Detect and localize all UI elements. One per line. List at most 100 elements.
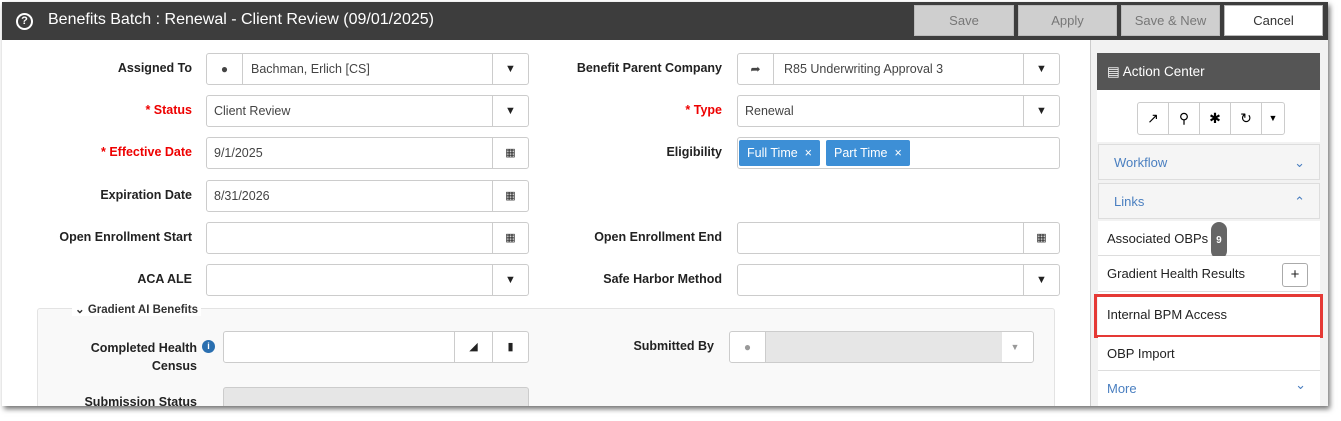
links-label: Links	[1114, 194, 1145, 209]
tag-part-time: Part Time ×	[826, 140, 910, 166]
more-label: More	[1107, 381, 1137, 396]
remove-icon[interactable]: ×	[894, 146, 902, 160]
chevron-down-icon[interactable]: ▼	[1023, 54, 1059, 84]
tag-full-time: Full Time ×	[739, 140, 820, 166]
help-icon[interactable]: ?	[16, 13, 33, 30]
status-label: * Status	[145, 103, 192, 117]
benefit-parent-company-label: Benefit Parent Company	[576, 61, 722, 75]
search-icon[interactable]: ⚲	[1169, 103, 1200, 134]
open-enrollment-end-field[interactable]: ▦	[737, 222, 1060, 254]
save-button[interactable]: Save	[914, 5, 1014, 36]
chevron-down-icon: ⌄	[1294, 155, 1305, 170]
calendar-icon[interactable]: ▦	[492, 181, 528, 211]
status-select[interactable]: Client Review ▼	[206, 95, 529, 127]
chevron-down-icon[interactable]: ▼	[1023, 265, 1059, 295]
benefit-parent-company-field[interactable]: ➦ R85 Underwriting Approval 3 ▼	[737, 53, 1060, 85]
trash-icon[interactable]: ▮	[492, 332, 528, 362]
type-select[interactable]: Renewal ▼	[737, 95, 1060, 127]
folder-open-icon[interactable]: ◢	[454, 332, 492, 362]
cancel-button[interactable]: Cancel	[1224, 5, 1323, 36]
type-label: * Type	[685, 103, 722, 117]
title-bar: ? Benefits Batch : Renewal - Client Revi…	[2, 2, 1328, 40]
gradient-ai-legend[interactable]: ⌄ Gradient AI Benefits	[72, 302, 201, 316]
calendar-icon[interactable]: ▦	[492, 138, 528, 168]
tag-label: Full Time	[747, 146, 798, 160]
add-button[interactable]: +	[1282, 263, 1308, 287]
more-accordion[interactable]: More ⌄	[1098, 371, 1320, 406]
assigned-to-value: Bachman, Erlich [CS]	[251, 62, 370, 76]
tag-label: Part Time	[834, 146, 888, 160]
link-obp-import[interactable]: OBP Import	[1098, 337, 1320, 371]
effective-date-label: * Effective Date	[100, 145, 192, 159]
chevron-down-icon[interactable]: ▼	[1023, 96, 1059, 126]
assigned-to-field[interactable]: ● Bachman, Erlich [CS] ▼	[206, 53, 529, 85]
calendar-icon[interactable]: ▦	[492, 223, 528, 253]
effective-date-value: 9/1/2025	[214, 146, 263, 160]
action-center-icon: ▤	[1107, 64, 1120, 79]
completed-health-census-field[interactable]: ◢ ▮	[223, 331, 529, 363]
action-toolbar: ↗ ⚲ ✱ ↻ ▼	[1097, 90, 1320, 142]
label-line: Census	[151, 359, 197, 373]
link-associated-obps[interactable]: Associated OBPs 9	[1098, 221, 1320, 259]
expiration-date-value: 8/31/2026	[214, 189, 270, 203]
user-icon: ●	[207, 54, 243, 84]
eligibility-multiselect[interactable]: Full Time × Part Time ×	[737, 137, 1060, 169]
chevron-down-icon: ▼	[1010, 342, 1020, 352]
submission-status-field	[223, 387, 529, 406]
info-icon[interactable]: i	[202, 340, 215, 353]
chevron-down-icon: ⌄	[1295, 377, 1306, 392]
open-enrollment-end-label: Open Enrollment End	[594, 230, 722, 244]
chevron-up-icon: ⌃	[1294, 194, 1305, 209]
safe-harbor-select[interactable]: ▼	[737, 264, 1060, 296]
link-label: Gradient Health Results	[1107, 266, 1246, 281]
open-enrollment-start-field[interactable]: ▦	[206, 222, 529, 254]
apply-button[interactable]: Apply	[1018, 5, 1117, 36]
submitted-by-value	[766, 332, 1002, 362]
share-arrow-icon[interactable]: ➦	[738, 54, 774, 84]
submission-status-label: Submission Status	[84, 395, 197, 406]
action-center-header: ▤ Action Center	[1097, 53, 1320, 90]
link-gradient-health-results[interactable]: Gradient Health Results +	[1098, 256, 1320, 292]
highlight-box	[1094, 294, 1323, 338]
user-icon: ●	[730, 332, 766, 362]
save-new-button[interactable]: Save & New	[1121, 5, 1220, 36]
chevron-down-icon[interactable]: ▼	[492, 96, 528, 126]
chevron-down-icon: ⌄	[75, 304, 85, 316]
link-label: OBP Import	[1107, 346, 1175, 361]
aca-ale-select[interactable]: ▼	[206, 264, 529, 296]
benefits-batch-window: ? Benefits Batch : Renewal - Client Revi…	[2, 2, 1328, 406]
expiration-date-label: Expiration Date	[100, 188, 192, 202]
chevron-down-icon[interactable]: ▼	[1268, 113, 1278, 123]
submitted-by-label: Submitted By	[633, 339, 714, 353]
type-value: Renewal	[745, 104, 794, 118]
external-link-icon[interactable]: ↗	[1138, 103, 1169, 134]
legend-label: Gradient AI Benefits	[87, 304, 198, 316]
safe-harbor-label: Safe Harbor Method	[603, 272, 722, 286]
completed-health-census-label: Completed Health Census	[91, 339, 197, 375]
links-accordion[interactable]: Links ⌃	[1098, 183, 1320, 219]
action-center-title: Action Center	[1122, 64, 1205, 79]
chevron-down-icon[interactable]: ▼	[492, 54, 528, 84]
link-label: Associated OBPs	[1107, 231, 1209, 246]
count-badge: 9	[1211, 222, 1227, 259]
pin-icon[interactable]: ✱	[1200, 103, 1231, 134]
link-label: Internal BPM Access	[1107, 307, 1227, 322]
status-value: Client Review	[214, 104, 291, 118]
label-line: Completed Health	[90, 341, 197, 355]
eligibility-label: Eligibility	[666, 145, 722, 159]
chevron-down-icon[interactable]: ▼	[492, 265, 528, 295]
open-enrollment-start-label: Open Enrollment Start	[59, 230, 192, 244]
link-internal-bpm-access[interactable]: Internal BPM Access	[1098, 292, 1320, 337]
benefit-parent-company-value: R85 Underwriting Approval 3	[784, 62, 944, 76]
remove-icon[interactable]: ×	[804, 146, 812, 160]
submitted-by-field: ● ▼	[729, 331, 1034, 363]
refresh-icon[interactable]: ↻	[1231, 103, 1262, 134]
calendar-icon[interactable]: ▦	[1023, 223, 1059, 253]
aca-ale-label: ACA ALE	[137, 272, 192, 286]
assigned-to-label: Assigned To	[117, 61, 192, 75]
workflow-label: Workflow	[1114, 155, 1168, 170]
workflow-accordion[interactable]: Workflow ⌄	[1098, 144, 1320, 180]
effective-date-field[interactable]: 9/1/2025 ▦	[206, 137, 529, 169]
expiration-date-field[interactable]: 8/31/2026 ▦	[206, 180, 529, 212]
page-title: Benefits Batch : Renewal - Client Review…	[48, 11, 434, 28]
